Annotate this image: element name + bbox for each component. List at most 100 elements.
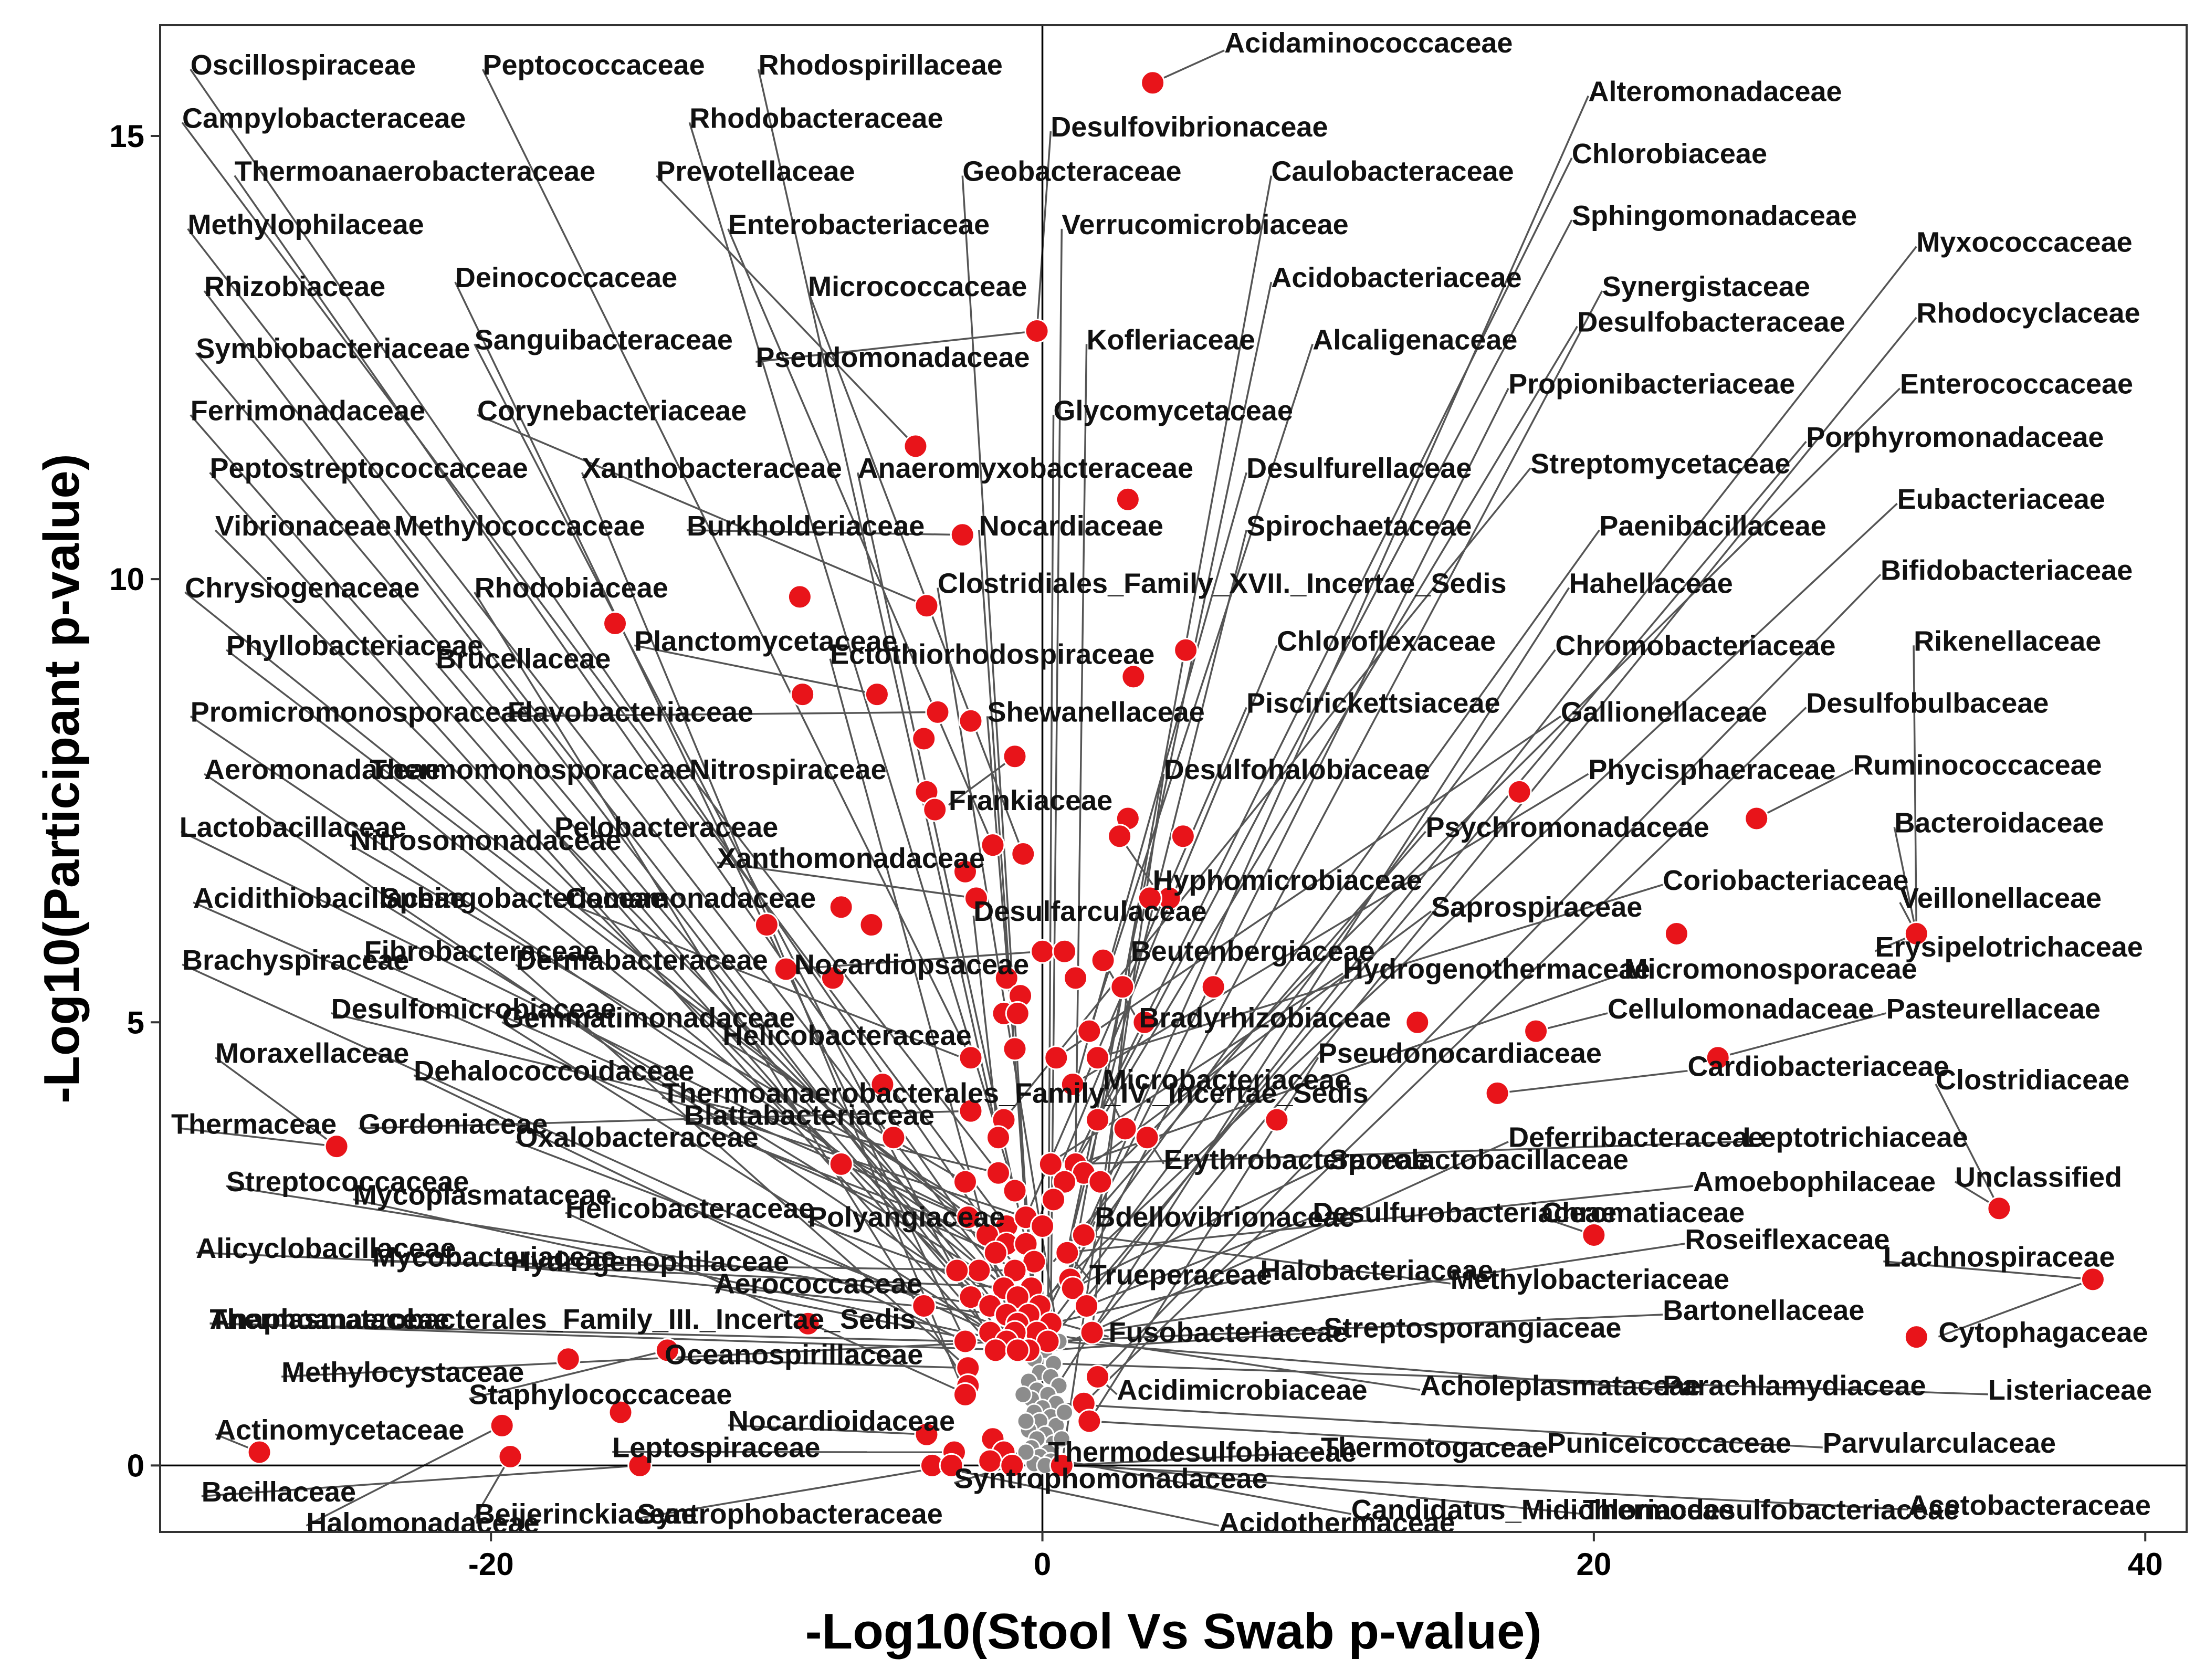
family-label: Eubacteriaceae xyxy=(1897,484,2105,515)
significant-point xyxy=(911,1294,937,1318)
leader-line xyxy=(856,472,1041,1306)
leader-line xyxy=(1717,1012,1887,1059)
family-label: Verrucomicrobiaceae xyxy=(1062,209,1348,240)
significant-point xyxy=(1744,806,1769,831)
family-label: Acidobacteriaceae xyxy=(1271,262,1521,293)
significant-point xyxy=(1264,1107,1289,1132)
significant-point xyxy=(1170,824,1195,849)
leader-line xyxy=(1055,715,1561,1059)
leader-line xyxy=(1066,281,1273,1253)
family-label: Bradyrhizobiaceae xyxy=(1139,1002,1391,1034)
leader-line xyxy=(190,68,1018,1271)
leader-line xyxy=(688,122,1016,1191)
leader-line xyxy=(1072,1163,1330,1289)
family-label: Deinococcaceae xyxy=(455,262,677,293)
significant-point xyxy=(1005,1285,1030,1310)
family-label: Nitrospiraceae xyxy=(689,754,886,785)
leader-line xyxy=(281,1340,1007,1378)
family-label: Clostridiales_Family_XVII._Incertae_Sedi… xyxy=(938,568,1507,600)
significant-point xyxy=(1030,939,1055,964)
significant-point xyxy=(958,1098,983,1124)
significant-point xyxy=(1405,1010,1430,1035)
significant-point xyxy=(952,859,978,884)
family-label: Veillonellaceae xyxy=(1900,883,2102,914)
significant-point xyxy=(1052,1169,1077,1194)
family-label: Paenibacillaceae xyxy=(1599,510,1826,542)
significant-point xyxy=(964,886,989,911)
significant-point xyxy=(952,1329,978,1354)
family-label: Alcaligenaceae xyxy=(1312,324,1517,355)
family-label: Syntrophomonadaceae xyxy=(954,1463,1267,1495)
family-label: Sporolactobacillaceae xyxy=(1329,1144,1629,1175)
family-label: Thermoanaerobacterales_Family_IV._Incert… xyxy=(662,1077,1369,1109)
significant-point xyxy=(881,1125,906,1150)
leader-line xyxy=(1003,467,1531,1121)
leader-line xyxy=(181,122,1007,1227)
leader-line xyxy=(972,916,1000,1138)
family-label: Thermoanaerobacterales_Family_III._Incer… xyxy=(210,1304,916,1335)
significant-point xyxy=(1507,779,1532,804)
leader-line xyxy=(196,1252,1032,1289)
significant-point xyxy=(1137,886,1162,911)
leader-line xyxy=(225,649,1007,1245)
significant-point xyxy=(1904,921,1929,946)
leader-line xyxy=(807,290,1024,855)
family-label: Micromonosporaceae xyxy=(1624,953,1917,985)
significant-point xyxy=(1030,1214,1055,1239)
significant-point xyxy=(1664,921,1689,946)
leader-line xyxy=(1045,1331,1324,1351)
family-label: Rhodospirillaceae xyxy=(759,49,1003,81)
x-tick-label: 40 xyxy=(2128,1547,2163,1582)
leader-line xyxy=(201,1464,640,1497)
leader-line xyxy=(948,755,1016,806)
leader-line xyxy=(1091,1243,1685,1334)
family-label: Rhodobiaceae xyxy=(475,572,668,604)
leader-line xyxy=(1097,574,1882,1378)
family-label: Hydrogenothermaceae xyxy=(1343,953,1650,985)
family-label: Acidithiobacillaceae xyxy=(193,883,466,914)
significant-point xyxy=(795,1311,821,1336)
family-label: Mycoplasmataceae xyxy=(353,1179,612,1211)
significant-point xyxy=(1077,1409,1102,1434)
family-label: Burkholderiaceae xyxy=(687,510,925,542)
family-label: Anaeromyxobacteraceae xyxy=(858,453,1193,484)
y-tick-label: 0 xyxy=(127,1448,144,1483)
significant-point xyxy=(1060,1276,1085,1301)
family-label: Oscillospiraceae xyxy=(191,49,416,81)
leader-line xyxy=(477,414,927,607)
family-label: Candidatus_Midichloriaceae xyxy=(1351,1494,1734,1526)
significant-point xyxy=(1074,1294,1099,1318)
family-label: Lachnospiraceae xyxy=(1883,1242,2115,1273)
significant-point xyxy=(1038,1151,1063,1177)
significant-point xyxy=(498,1444,523,1469)
family-label: Thermaceae xyxy=(171,1108,337,1140)
leader-line xyxy=(553,831,1005,1289)
leader-line xyxy=(1050,1141,1509,1351)
leader-line xyxy=(1097,884,1663,1059)
significant-point xyxy=(1201,974,1226,1000)
significant-point xyxy=(1063,965,1088,991)
family-label: Bdellovibrionaceae xyxy=(1095,1202,1354,1233)
family-label: Acidothermaceae xyxy=(1219,1507,1455,1539)
significant-point xyxy=(944,1258,970,1283)
family-label: Oceanospirillaceae xyxy=(665,1339,923,1370)
leader-line xyxy=(1088,343,1314,1032)
leader-line xyxy=(1089,1420,1547,1448)
family-label: Pasteurellaceae xyxy=(1886,993,2101,1025)
family-label: Peptostreptococcaceae xyxy=(210,453,528,484)
leader-line xyxy=(353,1198,1007,1342)
leader-line xyxy=(1152,49,1225,84)
family-label: Nocardioidaceae xyxy=(728,1405,955,1437)
family-label: Kofleriaceae xyxy=(1087,324,1255,355)
leader-line xyxy=(1027,645,1278,1244)
leader-line xyxy=(1883,1260,2093,1280)
significant-point xyxy=(1011,842,1036,866)
family-label: Alicyclobacillaceae xyxy=(196,1233,456,1264)
leader-line xyxy=(728,1424,927,1436)
family-label: Promicromonosporaceae xyxy=(191,696,532,728)
significant-point xyxy=(828,895,854,920)
leader-line xyxy=(1935,1084,2000,1209)
leader-line xyxy=(181,1127,337,1148)
significant-point xyxy=(608,1400,633,1425)
family-label: Sphingobacteriaceae xyxy=(381,883,666,914)
